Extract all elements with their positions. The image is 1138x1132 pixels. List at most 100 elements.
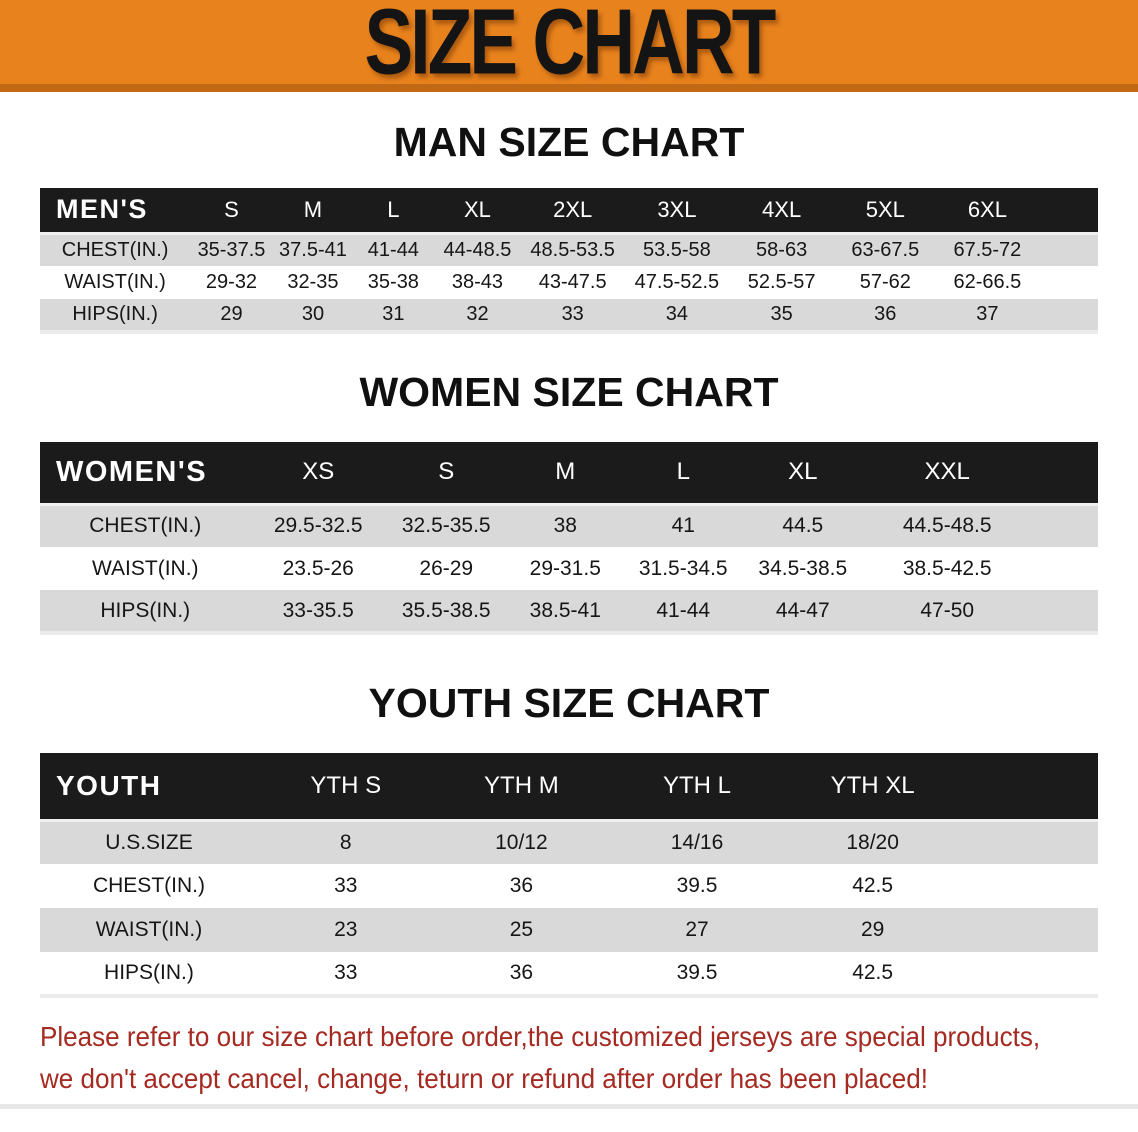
size-cell: 57-62 — [833, 266, 938, 299]
size-cell: 33 — [257, 864, 434, 908]
size-cell: 37.5-41 — [272, 233, 354, 266]
size-chart-page: SIZE CHART MAN SIZE CHART MEN'S S M L XL 2XL 3… — [0, 0, 1138, 1109]
women-table-row: CHEST(IN.) 29.5-32.5 32.5-35.5 38 41 44.5 44.5… — [40, 504, 1098, 547]
row-label: WAIST(IN.) — [40, 266, 191, 299]
size-cell: 38.5-41 — [506, 590, 624, 633]
youth-size-table: YOUTH YTH S YTH M YTH L YTH XL U.S.SIZE 8 10/12… — [40, 753, 1098, 998]
size-cell: 53.5-58 — [624, 233, 730, 266]
youth-table-row: CHEST(IN.) 33 36 39.5 42.5 — [40, 864, 1098, 908]
size-cell: 36 — [433, 952, 610, 996]
size-cell: 41-44 — [353, 233, 434, 266]
youth-table-row: HIPS(IN.) 33 36 39.5 42.5 — [40, 952, 1098, 996]
men-size-column-header: 2XL — [521, 188, 624, 235]
size-cell: 44-47 — [742, 590, 864, 633]
size-cell: 42.5 — [784, 864, 961, 908]
youth-section-heading: YOUTH SIZE CHART — [368, 680, 770, 726]
size-cell: 34 — [624, 299, 730, 332]
size-cell: 35-37.5 — [190, 233, 273, 266]
size-cell: 39.5 — [609, 864, 785, 908]
women-size-column-header: M — [506, 442, 624, 506]
header-spacer — [1037, 188, 1098, 235]
size-cell: 47.5-52.5 — [624, 266, 730, 299]
women-size-column-header: XS — [250, 442, 386, 506]
header-spacer — [960, 753, 1098, 822]
size-cell: 33-35.5 — [250, 590, 386, 633]
row-label: CHEST(IN.) — [40, 233, 191, 266]
size-cell: 32-35 — [272, 266, 354, 299]
size-cell: 33 — [257, 952, 434, 996]
size-cell: 34.5-38.5 — [742, 547, 864, 590]
youth-table-row: U.S.SIZE 8 10/12 14/16 18/20 — [40, 820, 1098, 864]
row-spacer — [1037, 266, 1098, 299]
size-cell: 48.5-53.5 — [521, 233, 624, 266]
size-cell: 41-44 — [624, 590, 743, 633]
size-cell: 63-67.5 — [833, 233, 938, 266]
size-cell: 26-29 — [385, 547, 507, 590]
women-size-column-header: XL — [742, 442, 864, 506]
size-cell: 36 — [433, 864, 610, 908]
row-label: WAIST(IN.) — [40, 547, 251, 590]
size-cell: 23.5-26 — [250, 547, 386, 590]
men-corner-label: MEN'S — [40, 188, 191, 235]
page-title: SIZE CHART — [364, 0, 777, 94]
size-cell: 23 — [257, 908, 434, 952]
size-cell: 58-63 — [729, 233, 834, 266]
row-label: WAIST(IN.) — [40, 908, 258, 952]
disclaimer-line-2: we don't accept cancel, change, teturn o… — [40, 1063, 929, 1094]
size-cell: 29-32 — [190, 266, 273, 299]
women-header-row: WOMEN'S XS S M L XL XXL — [40, 442, 1098, 506]
row-label: HIPS(IN.) — [40, 299, 191, 332]
row-spacer — [1031, 590, 1098, 633]
men-size-column-header: S — [190, 188, 273, 235]
disclaimer-line-1: Please refer to our size chart before or… — [40, 1021, 1041, 1052]
size-cell: 36 — [833, 299, 938, 332]
men-table-row: WAIST(IN.) 29-32 32-35 35-38 38-43 43-47.5 47.… — [40, 266, 1098, 299]
youth-corner-label: YOUTH — [40, 753, 258, 822]
youth-table-row: WAIST(IN.) 23 25 27 29 — [40, 908, 1098, 952]
size-cell: 39.5 — [609, 952, 785, 996]
women-size-column-header: XXL — [863, 442, 1032, 506]
size-cell: 38.5-42.5 — [863, 547, 1032, 590]
row-spacer — [1037, 233, 1098, 266]
size-cell: 35.5-38.5 — [385, 590, 507, 633]
size-cell: 62-66.5 — [937, 266, 1038, 299]
size-cell: 47-50 — [863, 590, 1032, 633]
size-cell: 33 — [521, 299, 624, 332]
row-spacer — [1037, 299, 1098, 332]
women-corner-label: WOMEN'S — [40, 442, 251, 506]
men-table-row: CHEST(IN.) 35-37.5 37.5-41 41-44 44-48.5 48.5… — [40, 233, 1098, 266]
row-spacer — [960, 820, 1098, 864]
youth-header-row: YOUTH YTH S YTH M YTH L YTH XL — [40, 753, 1098, 822]
men-size-column-header: M — [272, 188, 354, 235]
row-label: HIPS(IN.) — [40, 590, 251, 633]
size-cell: 27 — [609, 908, 785, 952]
youth-size-column-header: YTH S — [257, 753, 434, 822]
women-size-column-header: S — [385, 442, 507, 506]
size-cell: 31.5-34.5 — [624, 547, 743, 590]
section-youth: YOUTH SIZE CHART YOUTH YTH S YTH M YTH L YTH… — [0, 681, 1138, 998]
size-cell: 31 — [353, 299, 434, 332]
row-label: U.S.SIZE — [40, 820, 258, 864]
men-section-heading: MAN SIZE CHART — [393, 119, 745, 165]
size-cell: 29 — [784, 908, 961, 952]
disclaimer: Please refer to our size chart before or… — [0, 1016, 1138, 1100]
size-cell: 8 — [257, 820, 434, 864]
section-women: WOMEN SIZE CHART WOMEN'S XS S M L XL XXL CHEST(… — [0, 370, 1138, 635]
size-cell: 44-48.5 — [433, 233, 522, 266]
row-spacer — [960, 908, 1098, 952]
size-cell: 43-47.5 — [521, 266, 624, 299]
header-spacer — [1031, 442, 1098, 506]
row-spacer — [960, 952, 1098, 996]
men-size-table: MEN'S S M L XL 2XL 3XL 4XL 5XL 6XL CHEST(IN.) 35-37… — [40, 188, 1098, 334]
men-size-column-header: 6XL — [937, 188, 1038, 235]
size-cell: 14/16 — [609, 820, 785, 864]
size-cell: 10/12 — [433, 820, 610, 864]
men-size-column-header: 4XL — [729, 188, 834, 235]
size-cell: 42.5 — [784, 952, 961, 996]
size-cell: 29 — [190, 299, 273, 332]
size-cell: 52.5-57 — [729, 266, 834, 299]
youth-size-column-header: YTH M — [433, 753, 610, 822]
size-cell: 29.5-32.5 — [250, 504, 386, 547]
size-cell: 29-31.5 — [506, 547, 624, 590]
row-label: CHEST(IN.) — [40, 504, 251, 547]
